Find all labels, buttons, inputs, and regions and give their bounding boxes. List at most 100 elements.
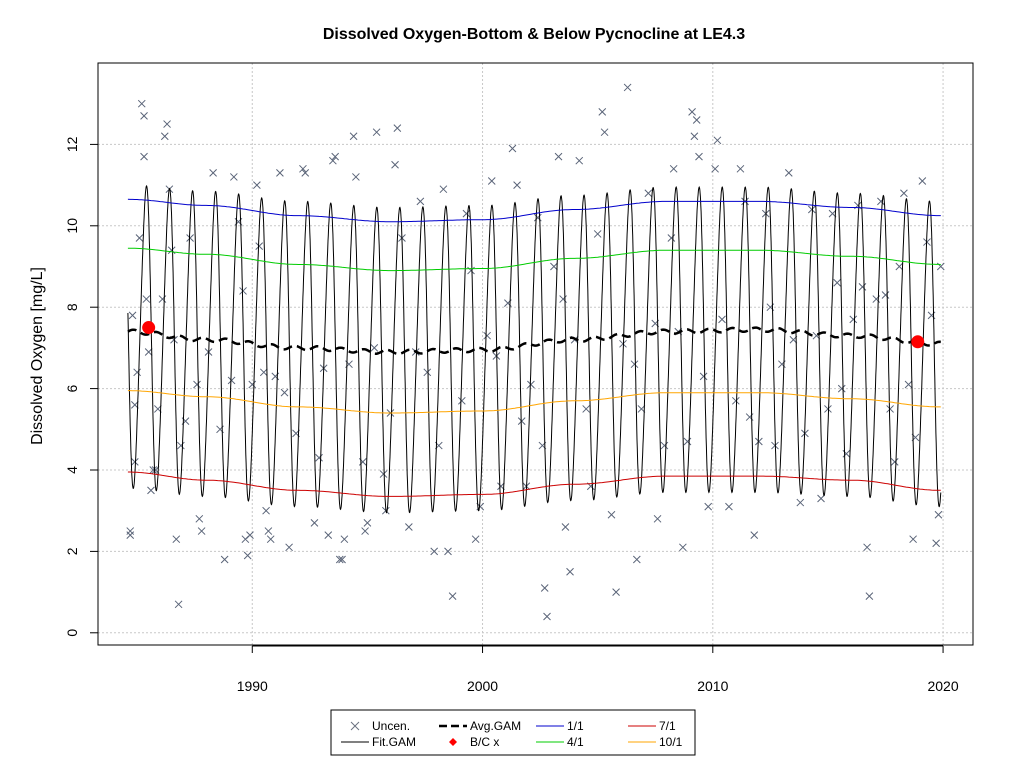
uncensored-point (932, 539, 941, 548)
uncensored-point (559, 295, 567, 303)
uncensored-point (444, 547, 452, 556)
uncensored-point (895, 262, 904, 271)
uncensored-point (135, 234, 144, 242)
uncensored-point (142, 295, 151, 303)
uncensored-point (246, 531, 254, 539)
uncensored-point (335, 555, 344, 564)
uncensored-point (324, 531, 333, 539)
uncensored-point (660, 441, 669, 450)
legend-label: Uncen. (372, 719, 410, 733)
legend: Uncen. Fit.GAM Avg.GAM B/C x 1/1 4/1 7/1 10/1 (330, 709, 696, 756)
uncensored-point (137, 99, 146, 108)
series-lines (127, 185, 942, 514)
uncensored-point (817, 494, 825, 503)
uncensored-point (352, 173, 360, 181)
uncensored-point (147, 486, 155, 495)
uncensored-point (349, 132, 358, 141)
uncensored-point (160, 132, 169, 141)
uncensored-point (858, 282, 867, 291)
legend-label: 7/1 (659, 719, 676, 733)
bc-point (142, 321, 156, 335)
uncensored-point (699, 372, 708, 381)
uncensored-point (865, 592, 874, 601)
uncensored-point (462, 209, 471, 218)
uncensored-point (725, 502, 733, 511)
uncensored-point (423, 368, 432, 377)
uncensored-point (262, 506, 270, 515)
uncensored-point (329, 156, 337, 165)
uncensored-point (338, 555, 346, 564)
uncensored-point (193, 380, 201, 389)
x-tick-label: 2010 (697, 678, 728, 694)
uncensored-point (430, 547, 439, 556)
uncensored-point (692, 116, 701, 124)
uncensored-point (253, 181, 261, 189)
uncensored-point (540, 584, 549, 592)
grid (98, 63, 973, 645)
uncensored-point (276, 169, 284, 177)
uncensored-point (527, 380, 535, 389)
uncensored-point (607, 510, 616, 519)
uncensored-point (575, 156, 584, 165)
legend-label: 10/1 (659, 735, 683, 749)
uncensored-point (736, 164, 745, 173)
uncensored-point (750, 531, 759, 539)
uncensored-point (886, 405, 894, 413)
uncensored-point (405, 523, 413, 531)
uncensored-point (669, 164, 678, 173)
series-line-7-1 (127, 471, 941, 497)
uncensored-point (363, 519, 372, 527)
axes: 1990 2000 2010 2020 0 2 4 6 8 10 12 (64, 136, 959, 694)
x-tick-label: 2000 (467, 678, 498, 694)
uncensored-point (644, 189, 653, 198)
uncensored-point (361, 527, 369, 535)
uncensored-point (144, 348, 153, 356)
uncensored-point (513, 181, 521, 189)
uncensored-point (653, 514, 662, 523)
uncensored-point (561, 523, 570, 531)
uncensored-point (713, 136, 722, 145)
series-line-1-1 (127, 198, 941, 223)
avg-gam-line (127, 326, 941, 356)
uncensored-point (126, 527, 135, 535)
uncensored-point (900, 189, 908, 198)
uncensored-point (688, 107, 696, 116)
uncensored-point (554, 152, 563, 161)
uncensored-point (612, 588, 620, 596)
uncensored-point (391, 160, 399, 169)
uncensored-point (837, 384, 846, 393)
uncensored-point (167, 246, 176, 255)
uncensored-point (177, 441, 185, 450)
uncensored-point (285, 543, 293, 552)
uncensored-point (315, 453, 323, 462)
uncensored-point (824, 405, 832, 413)
uncensored-point (301, 169, 310, 177)
uncensored-point (807, 205, 816, 214)
uncensored-point (379, 470, 388, 478)
uncensored-point (582, 405, 591, 413)
uncensored-point (881, 291, 890, 299)
uncensored-point (796, 498, 805, 507)
uncensored-point (683, 437, 692, 446)
uncensored-point (140, 112, 148, 120)
legend-box (330, 709, 696, 756)
uncensored-point (600, 128, 609, 137)
uncensored-point (598, 107, 607, 116)
uncensored-point (195, 514, 204, 523)
uncensored-point (133, 368, 141, 377)
series-line-10-1 (127, 390, 941, 414)
uncensored-point (731, 396, 740, 405)
chart-title: Dissolved Oxygen-Bottom & Below Pycnocli… (323, 26, 745, 43)
uncensored-point (918, 177, 927, 185)
bc-points (142, 321, 925, 349)
uncensored-point (550, 262, 558, 271)
uncensored-point (849, 315, 858, 324)
uncensored-point (593, 230, 602, 238)
uncensored-point (243, 551, 252, 560)
uncensored-point (439, 185, 448, 194)
uncensored-point (863, 543, 871, 552)
uncensored-point (877, 197, 885, 206)
uncensored-point (280, 388, 289, 397)
uncensored-point (149, 466, 158, 474)
